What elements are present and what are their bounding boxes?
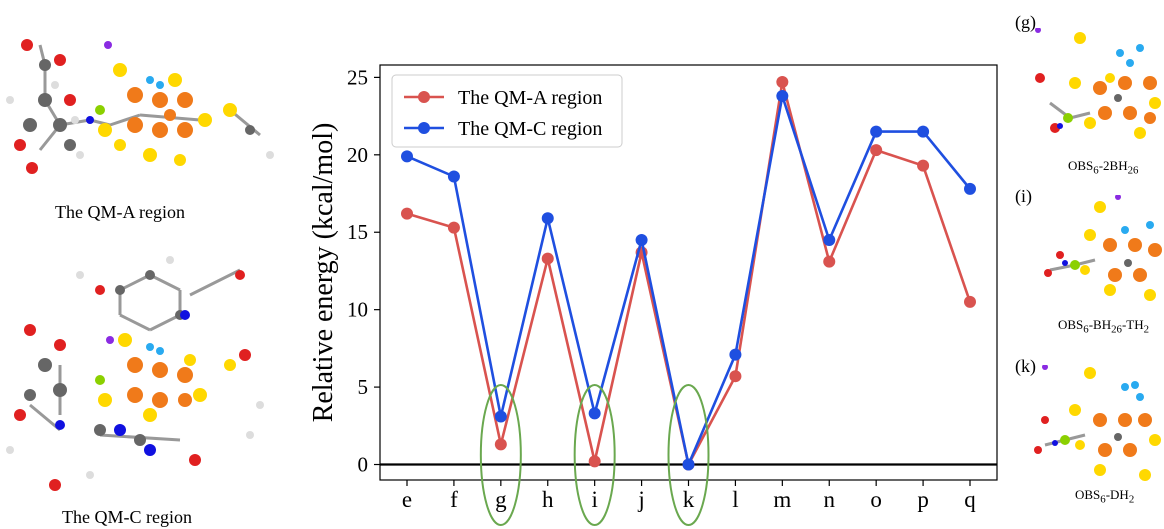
qm-a-caption: The QM-A region	[55, 202, 185, 222]
qm-c-structure-image	[6, 256, 264, 491]
series-1-point-i	[588, 455, 601, 468]
y-tick-label: 20	[347, 143, 368, 167]
series-2-point-n	[823, 233, 836, 246]
y-tick-label: 0	[358, 453, 369, 477]
series-1-point-n	[823, 255, 836, 268]
x-tick-label-j: j	[637, 487, 644, 512]
legend-marker-1	[418, 91, 430, 103]
x-tick-label-m: m	[773, 487, 791, 512]
highlight-ellipse-g	[479, 384, 522, 526]
series-2-point-g	[494, 410, 507, 423]
x-tick-label-n: n	[824, 487, 836, 512]
structure-k-image	[1034, 365, 1161, 481]
legend-label-2: The QM-C region	[458, 118, 602, 140]
series-1-point-p	[917, 159, 930, 172]
series-2-point-k	[682, 458, 695, 471]
panel-letter-i: (i)	[1015, 186, 1032, 206]
series-2-point-m	[776, 89, 789, 102]
series-2-point-q	[964, 182, 976, 195]
qm-a-structure-image	[6, 39, 274, 174]
structure-i-image	[1044, 195, 1162, 301]
structure-g-label: OBS6-2BH26	[1068, 158, 1139, 177]
highlight-ellipse-i	[573, 384, 616, 526]
series-line-2	[406, 95, 972, 469]
y-axis-label: Relative energy (kcal/mol)	[308, 123, 339, 423]
legend-label-1: The QM-A region	[458, 87, 602, 109]
series-2-point-h	[541, 212, 554, 225]
series-2-point-i	[588, 407, 601, 420]
y-tick-label: 10	[347, 298, 368, 322]
x-tick-label-h: h	[542, 487, 554, 512]
x-tick-label-g: g	[495, 487, 507, 512]
series-2-point-l	[729, 348, 742, 361]
x-tick-label-q: q	[964, 487, 976, 512]
series-2-point-e	[401, 150, 413, 163]
series-2-point-o	[870, 125, 883, 138]
legend-box	[391, 74, 623, 148]
x-tick-label-e: e	[402, 487, 412, 512]
y-tick-label: 5	[358, 375, 369, 399]
x-tick-label-f: f	[450, 487, 458, 512]
series-1-point-h	[541, 252, 554, 265]
structure-g-image	[1035, 28, 1161, 139]
x-tick-label-o: o	[870, 487, 882, 512]
panel-letter-g: (g)	[1015, 12, 1036, 32]
series-2-point-p	[917, 125, 930, 138]
energy-line-chart: 0 5 10 15 20 25 e f g h i j k l m n o p q Relative energy (…	[308, 64, 998, 526]
highlight-ellipse-k	[667, 384, 710, 526]
x-tick-label-l: l	[732, 487, 738, 512]
series-1-point-m	[776, 76, 789, 89]
qm-c-caption: The QM-C region	[62, 507, 192, 527]
series-2-point-j	[635, 233, 648, 246]
series-2-point-f	[447, 170, 460, 183]
y-tick-label: 15	[347, 220, 368, 244]
structure-k-label: OBS6-DH2	[1075, 487, 1135, 506]
panel-letter-k: (k)	[1015, 356, 1036, 376]
series-1-point-o	[870, 144, 883, 157]
series-1-point-l	[729, 370, 742, 383]
y-tick-label: 25	[347, 65, 368, 89]
x-tick-label-i: i	[591, 487, 597, 512]
series-1-point-q	[964, 295, 976, 308]
series-1-point-e	[401, 207, 413, 220]
series-1-point-g	[494, 438, 507, 451]
series-1-point-f	[447, 221, 460, 234]
legend-marker-2	[418, 122, 430, 134]
structure-i-label: OBS6-BH26-TH2	[1058, 317, 1150, 336]
x-tick-label-k: k	[683, 487, 695, 512]
x-tick-label-p: p	[917, 487, 929, 512]
